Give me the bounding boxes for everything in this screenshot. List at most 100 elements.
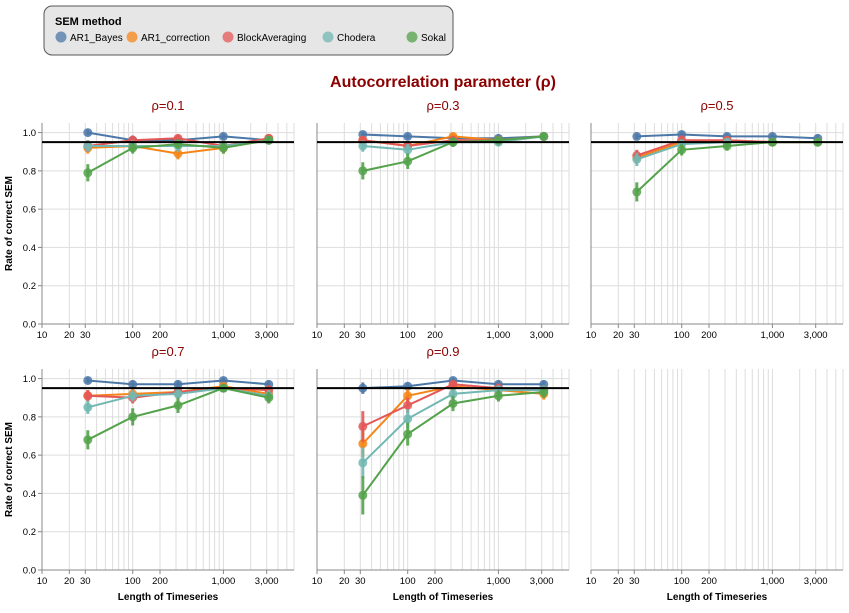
series-group	[632, 129, 823, 202]
data-point	[403, 131, 413, 141]
y-tick-label: 1.0	[23, 128, 36, 139]
data-point	[128, 379, 138, 389]
data-point	[173, 149, 183, 159]
series-AR1_Bayes	[83, 375, 274, 389]
series-group	[83, 128, 274, 182]
x-tick-label: 1,000	[761, 576, 785, 587]
x-axis-title: Length of Timeseries	[667, 592, 768, 603]
gridlines	[41, 123, 295, 325]
data-point	[358, 421, 368, 431]
data-point	[358, 141, 368, 151]
data-point	[128, 391, 138, 401]
data-point	[493, 135, 503, 145]
y-tick-label: 0.6	[23, 451, 36, 462]
data-point	[173, 400, 183, 410]
y-tick-label: 0.2	[23, 281, 36, 292]
x-tick-label: 100	[400, 330, 416, 341]
data-point	[632, 187, 642, 197]
data-point	[128, 143, 138, 153]
x-tick-label: 3,000	[530, 330, 554, 341]
x-axis-title: Length of Timeseries	[118, 592, 219, 603]
x-tick-label: 10	[312, 330, 323, 341]
data-point	[83, 128, 93, 138]
legend-background	[43, 5, 454, 56]
x-tick-label: 30	[629, 576, 640, 587]
panels: ρ=0.1 0.0 0.2 0.4 0.6 0.8 1.0 Rate of correct S…	[4, 98, 844, 603]
series-group	[358, 129, 549, 180]
panel-5: ρ=0.9 10 20 30 100 200 1,000 3,000 Length of Tim…	[312, 344, 570, 603]
data-point	[358, 458, 368, 468]
data-point	[264, 135, 274, 145]
x-tick-label: 10	[37, 576, 48, 587]
panel-3: ρ=0.5 10 20 30 100 200 1,000 3,000	[586, 98, 844, 341]
x-tick-label: 10	[37, 330, 48, 341]
y-tick-label: 1.0	[23, 374, 36, 385]
legend-marker-Chodera	[322, 31, 334, 43]
x-tick-label: 100	[674, 330, 690, 341]
legend-marker-BlockAveraging	[222, 31, 234, 43]
legend-label: BlockAveraging	[237, 33, 306, 44]
data-point	[358, 490, 368, 500]
data-point	[128, 412, 138, 422]
legend-box: SEM method AR1_Bayes AR1_correction BlockA…	[43, 5, 454, 56]
x-tick-label: 30	[629, 330, 640, 341]
panel-2: ρ=0.3 10 20 30 100 200 1,000 3,000	[312, 98, 570, 341]
data-point	[448, 389, 458, 399]
legend-label: Sokal	[421, 33, 446, 44]
x-tick-label: 100	[125, 576, 141, 587]
series-Sokal	[358, 131, 549, 180]
panel-title: ρ=0.3	[426, 98, 459, 113]
y-tick-label: 0.4	[23, 243, 36, 254]
legend-marker-Sokal	[406, 31, 418, 43]
legend-label: AR1_correction	[141, 33, 210, 44]
x-tick-label: 3,000	[804, 330, 828, 341]
y-tick-label: 0.6	[23, 205, 36, 216]
x-tick-label: 100	[400, 576, 416, 587]
data-point	[403, 391, 413, 401]
data-point	[493, 391, 503, 401]
x-tick-label: 200	[701, 330, 717, 341]
y-axis-title: Rate of correct SEM	[4, 422, 15, 517]
axes: 0.0 0.2 0.4 0.6 0.8 1.0 Rate of correct SEM 10 2…	[4, 369, 294, 603]
data-point	[722, 141, 732, 151]
axes: 10 20 30 100 200 1,000 3,000	[312, 123, 569, 341]
legend-label: Chodera	[337, 33, 376, 44]
x-axis-title: Length of Timeseries	[393, 592, 494, 603]
legend-label: AR1_Bayes	[70, 33, 123, 44]
gridlines	[590, 369, 844, 570]
x-tick-label: 1,000	[487, 576, 511, 587]
x-tick-label: 3,000	[255, 330, 279, 341]
panel-title: ρ=0.7	[151, 344, 184, 359]
x-tick-label: 200	[427, 576, 443, 587]
x-tick-label: 10	[312, 576, 323, 587]
data-point	[173, 379, 183, 389]
x-tick-label: 200	[701, 576, 717, 587]
data-point	[264, 393, 274, 403]
x-tick-label: 30	[80, 330, 91, 341]
axes: 10 20 30 100 200 1,000 3,000 Length of Timeseri…	[312, 369, 569, 603]
x-tick-label: 1,000	[761, 330, 785, 341]
data-point	[218, 143, 228, 153]
data-point	[83, 402, 93, 412]
data-point	[403, 156, 413, 166]
data-point	[83, 168, 93, 178]
legend-items: AR1_Bayes AR1_correction BlockAveraging Cho…	[55, 31, 446, 44]
x-tick-label: 200	[152, 576, 168, 587]
y-tick-label: 0.2	[23, 527, 36, 538]
data-point	[403, 429, 413, 439]
gridlines	[590, 123, 844, 325]
y-tick-label: 0.8	[23, 412, 36, 423]
data-point	[677, 145, 687, 155]
data-point	[218, 131, 228, 141]
x-tick-label: 10	[586, 330, 597, 341]
x-tick-label: 20	[64, 330, 75, 341]
data-point	[403, 145, 413, 155]
panel-6: 10 20 30 100 200 1,000 3,000 Length of Timeseri…	[586, 369, 844, 603]
x-tick-label: 200	[427, 330, 443, 341]
legend-marker-AR1_Bayes	[55, 31, 67, 43]
y-axis-title: Rate of correct SEM	[4, 176, 15, 271]
x-tick-label: 100	[125, 330, 141, 341]
series-Sokal	[358, 386, 549, 515]
